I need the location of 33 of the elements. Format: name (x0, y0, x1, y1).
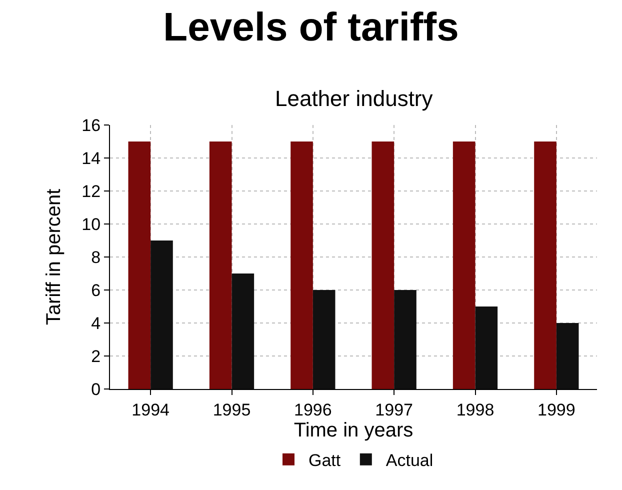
y-tick-label: 16 (82, 116, 101, 135)
bar (394, 290, 416, 389)
x-tick-label: 1995 (212, 400, 251, 420)
x-axis-title: Time in years (294, 419, 414, 442)
y-axis-title: Tariff in percent (43, 188, 66, 326)
bar (452, 142, 476, 389)
chart-title: Levels of tariffs (163, 5, 459, 50)
x-tick-label: 1994 (132, 400, 170, 420)
y-tick-label: 8 (91, 248, 101, 267)
y-tick-label: 6 (91, 280, 101, 300)
x-tick-label: 1997 (375, 400, 413, 420)
y-tick-label: 12 (82, 182, 101, 201)
y-tick-label: 4 (91, 314, 101, 333)
bar (534, 142, 556, 389)
bar (372, 142, 394, 389)
y-tick-label: 10 (82, 214, 101, 234)
x-tick-label: 1996 (294, 400, 332, 420)
y-tick-label: 2 (91, 346, 101, 366)
legend-label: Actual (386, 450, 434, 470)
y-tick-label: 0 (91, 380, 101, 399)
y-tick-label: 14 (82, 148, 101, 168)
bar (232, 274, 254, 389)
bar (150, 240, 173, 389)
legend-label: Gatt (308, 450, 341, 470)
bar (209, 142, 232, 389)
bar (475, 306, 498, 389)
x-tick-label: 1998 (456, 400, 494, 420)
bar (312, 290, 336, 389)
bar (556, 323, 579, 389)
x-tick-label: 1999 (538, 400, 576, 420)
bar (290, 142, 313, 389)
chart-subtitle: Leather industry (275, 86, 433, 111)
bar (128, 142, 151, 389)
